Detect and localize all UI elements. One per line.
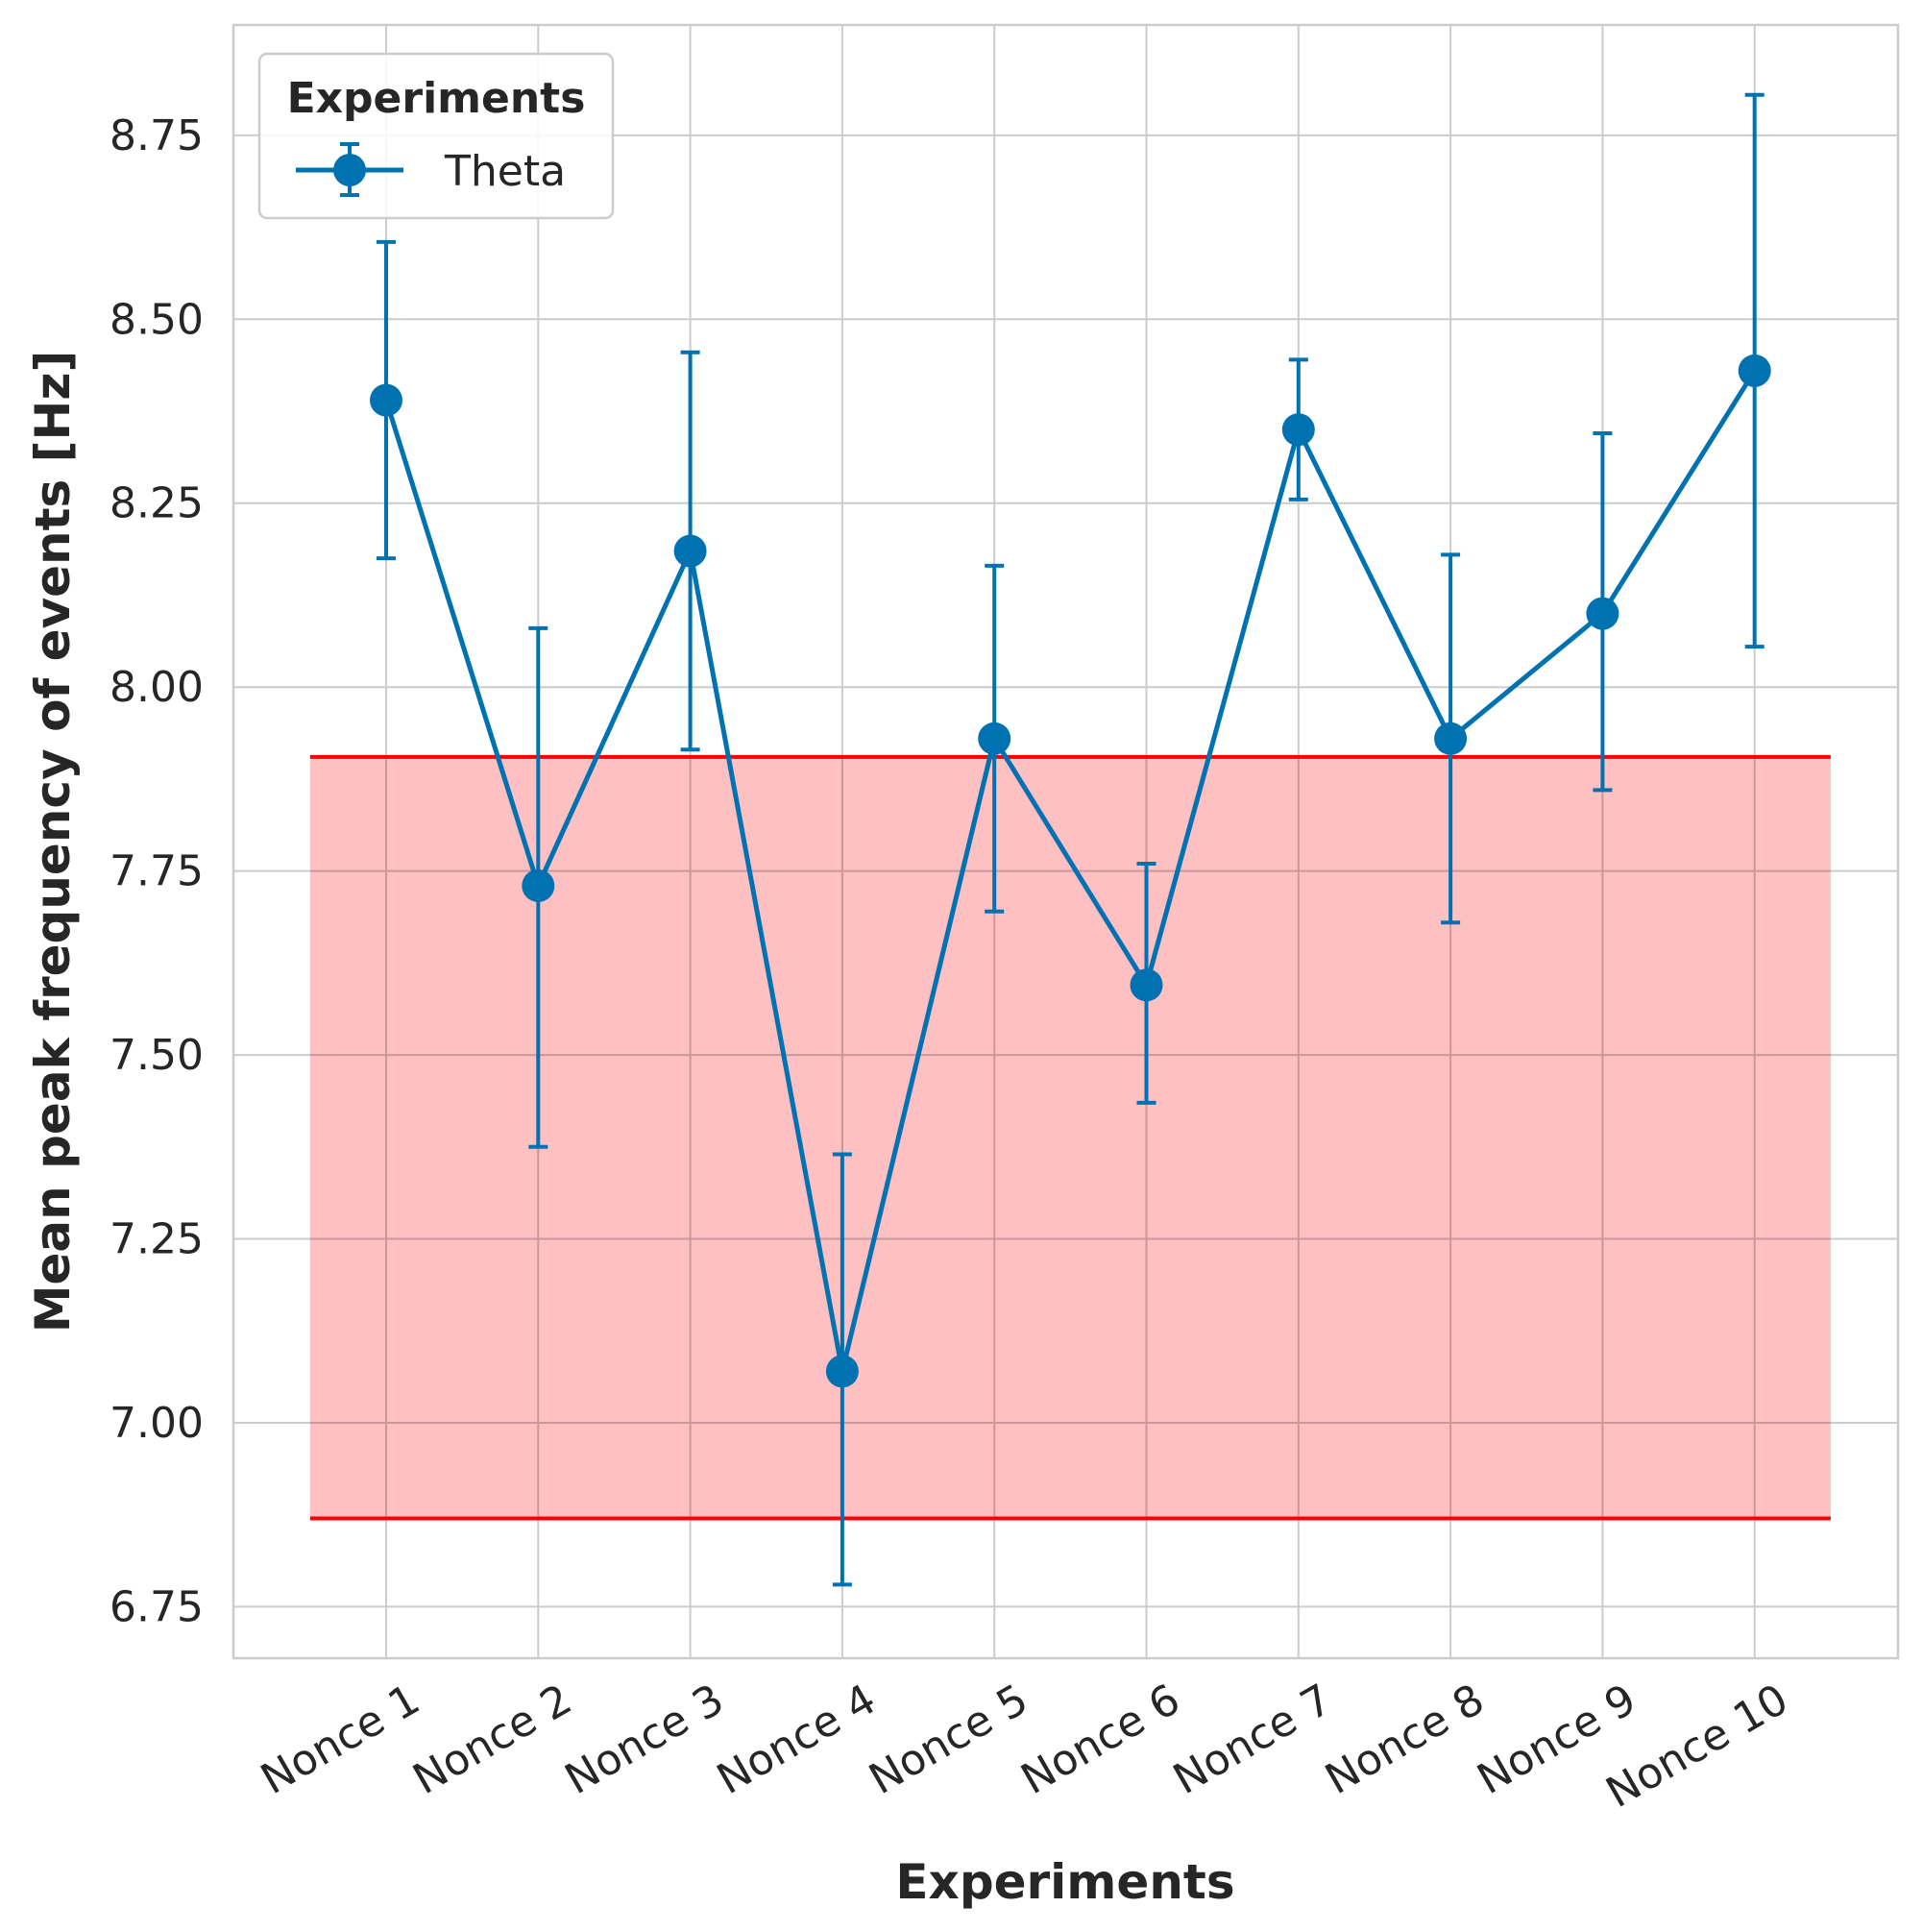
x-tick-label: Nonce 4 [709,1675,884,1804]
x-tick-label: Nonce 6 [1013,1675,1188,1804]
y-tick-label: 7.00 [110,1399,204,1448]
y-tick-labels: 6.75 7.00 7.25 7.50 7.75 8.00 8.25 8.50 8.75 [110,111,204,1632]
data-point [825,1355,859,1388]
x-tick-label: Nonce 3 [557,1675,732,1804]
legend-marker [296,142,403,197]
legend-label-theta: Theta [444,147,566,196]
y-tick-label: 8.25 [110,479,204,528]
data-point [978,721,1011,755]
range-band [309,754,1831,1521]
y-tick-label: 8.50 [110,295,204,344]
data-point [522,868,555,902]
x-tick-label: Nonce 5 [861,1675,1035,1804]
data-point [1434,721,1468,755]
legend: Experiments Theta [257,52,615,220]
series-theta [370,92,1771,1587]
y-tick-label: 7.25 [110,1215,204,1264]
data-point [1281,413,1315,447]
x-tick-label: Nonce 2 [405,1675,580,1804]
data-point [370,383,402,417]
series-line [383,369,1757,1374]
y-tick-label: 7.75 [110,847,204,896]
data-point [1586,597,1619,630]
x-tick-label: Nonce 7 [1165,1675,1340,1804]
y-tick-label: 8.00 [110,663,204,712]
plot-frame [231,23,1900,1660]
x-tick-label: Nonce 8 [1317,1675,1492,1804]
data-point [673,534,707,568]
legend-title: Experiments [287,74,586,123]
data-point [1738,354,1771,387]
y-tick-label: 8.75 [110,111,204,160]
y-tick-label: 7.50 [110,1031,204,1080]
x-axis-title: Experiments [895,1854,1234,1910]
band-fill [309,756,1831,1519]
data-point [1130,968,1163,1002]
x-tick-label: Nonce 1 [253,1675,427,1804]
y-tick-label: 6.75 [110,1582,204,1631]
y-axis-title: Mean peak frequency of events [Hz] [25,351,81,1333]
